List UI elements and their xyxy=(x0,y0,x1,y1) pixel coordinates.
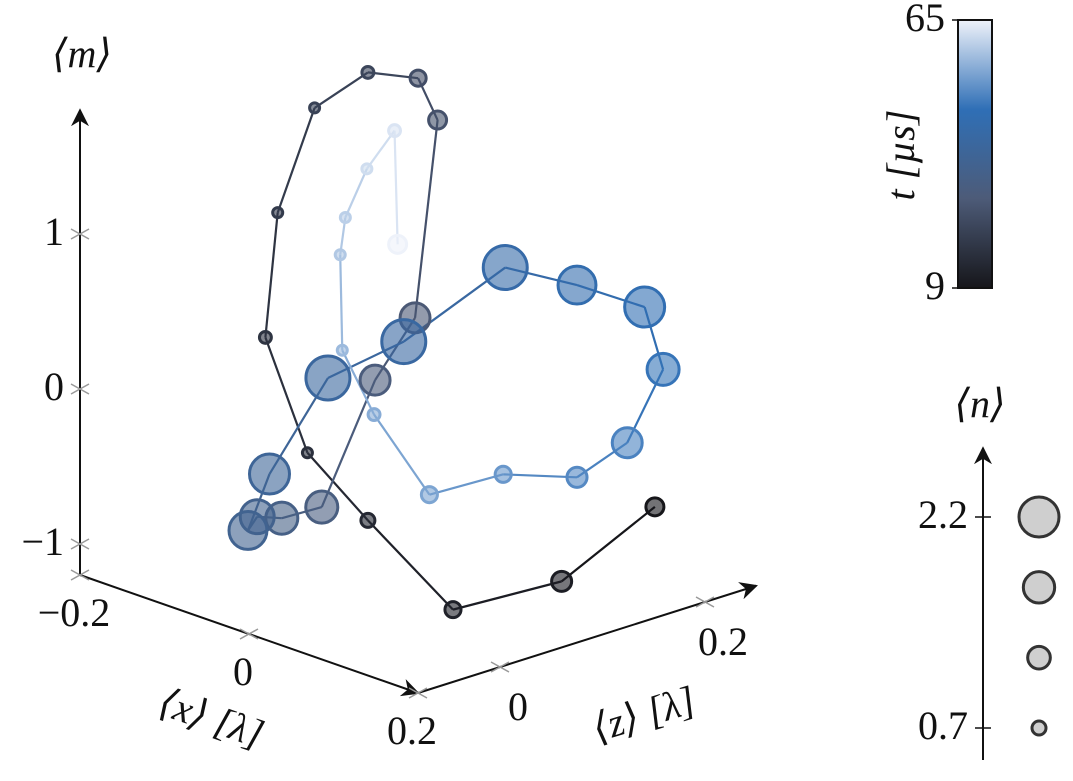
tick-mark xyxy=(70,383,90,395)
colorbar-tick-label: 9 xyxy=(925,263,945,308)
trajectory-point xyxy=(419,485,439,505)
trajectory-segment xyxy=(339,254,344,351)
trajectory-segment xyxy=(413,119,439,318)
trajectory-point xyxy=(338,210,352,225)
x-tick-label: −0.2 xyxy=(38,590,111,635)
trajectory-point xyxy=(366,407,382,423)
trajectory-point xyxy=(443,600,463,620)
size-legend-marker xyxy=(1030,719,1048,737)
trajectory-segment xyxy=(264,212,279,338)
tick-mark xyxy=(70,228,90,240)
tick-mark xyxy=(70,569,90,581)
trajectory-segment xyxy=(313,71,369,109)
trajectory-point xyxy=(360,64,376,80)
m-axis-label: ⟨m⟩ xyxy=(52,31,112,76)
trajectory-point xyxy=(359,511,377,529)
trajectory-segment xyxy=(452,580,562,611)
trajectory-point xyxy=(427,109,449,131)
trajectory-segment xyxy=(341,349,376,416)
x-tick-label: 0.2 xyxy=(387,708,437,753)
tick-mark xyxy=(490,661,510,673)
trajectory-segment xyxy=(320,379,377,508)
trajectory-point xyxy=(360,162,374,176)
m-tick-label: 1 xyxy=(44,209,64,254)
trajectory-point xyxy=(304,489,340,525)
trajectory-point xyxy=(644,496,666,518)
trajectory-point xyxy=(610,426,644,460)
trajectory-segment xyxy=(373,413,431,496)
trajectory-point xyxy=(408,68,428,88)
z-axis xyxy=(417,582,758,694)
trajectory-point xyxy=(271,206,285,220)
z-tick-label: 0 xyxy=(508,684,528,729)
size-legend-tick-label: 2.2 xyxy=(918,492,968,537)
trajectory-point xyxy=(550,569,574,593)
z-axis-label: ⟨z⟩ [λ] xyxy=(587,677,701,751)
trajectory-point xyxy=(304,354,352,402)
colorbar-tick-label: 65 xyxy=(905,0,945,40)
trajectory-segment xyxy=(306,451,369,522)
tick-mark xyxy=(70,538,90,550)
trajectory-segment xyxy=(276,107,316,213)
trajectory-segment xyxy=(365,129,396,170)
m-tick-label: −1 xyxy=(21,519,64,564)
size-legend-label: ⟨n⟩ xyxy=(954,381,1005,426)
trajectory-point xyxy=(335,343,349,357)
trajectory-point xyxy=(380,318,428,366)
trajectory-segment xyxy=(344,168,368,218)
trajectory-point xyxy=(227,510,269,551)
trajectory-point xyxy=(481,244,529,292)
colorbar-label: t [µs] xyxy=(878,110,923,201)
trajectory-point xyxy=(493,464,513,484)
colorbar xyxy=(957,19,993,289)
trajectory-point xyxy=(358,363,392,397)
trajectory-point xyxy=(645,351,681,387)
trajectory-point xyxy=(333,248,347,262)
size-legend-tick-label: 0.7 xyxy=(918,703,968,748)
trajectory-point xyxy=(300,446,314,460)
x-tick-label: 0 xyxy=(233,649,253,694)
trajectory-point xyxy=(387,233,409,255)
trajectory-segment xyxy=(560,505,656,583)
trajectory-point xyxy=(556,264,598,306)
trajectory-point xyxy=(565,465,589,489)
trajectory-segment xyxy=(503,473,578,479)
trajectory-segment xyxy=(393,130,399,245)
size-legend-marker xyxy=(1017,495,1061,539)
trajectory-point xyxy=(257,329,273,345)
z-tick-label: 0.2 xyxy=(698,619,748,664)
m-tick-label: 0 xyxy=(44,364,64,409)
size-legend-marker xyxy=(1026,644,1052,671)
trajectory-segment xyxy=(264,337,309,454)
tick-mark xyxy=(408,687,428,699)
tick-mark xyxy=(695,596,715,608)
trajectory-point xyxy=(308,101,322,115)
tick-mark xyxy=(239,628,259,640)
size-legend-marker xyxy=(1021,570,1057,605)
trajectory-point xyxy=(623,285,667,329)
trajectory-point xyxy=(387,123,403,139)
trajectory-segment xyxy=(429,473,504,496)
trajectory-segment xyxy=(367,519,454,611)
trajectory-point xyxy=(248,452,291,496)
